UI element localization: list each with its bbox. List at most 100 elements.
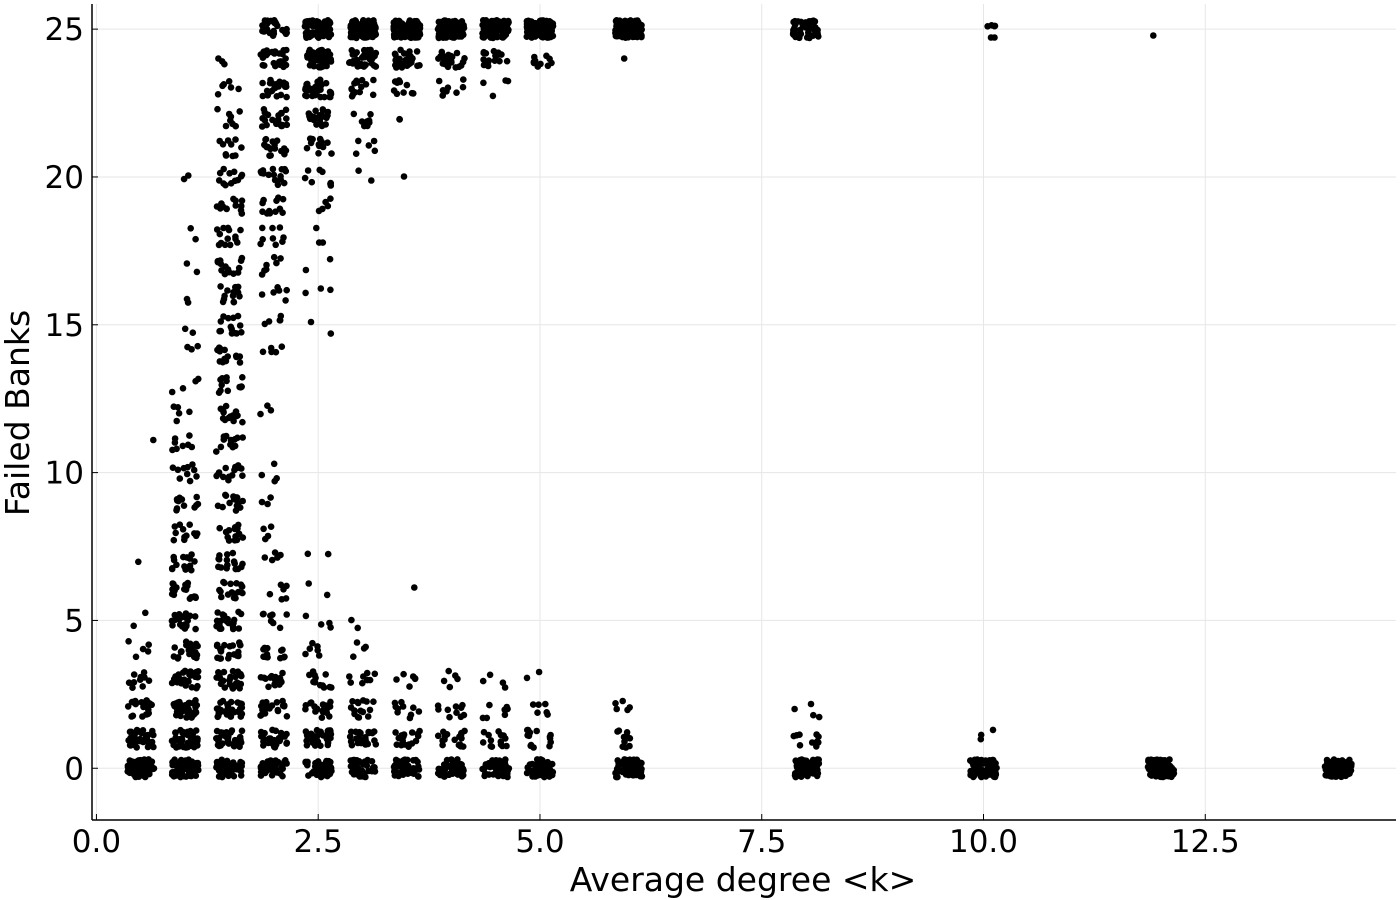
data-point bbox=[325, 727, 332, 734]
data-point bbox=[353, 639, 361, 646]
data-point bbox=[446, 713, 453, 721]
data-point bbox=[140, 669, 148, 676]
data-point bbox=[227, 580, 234, 588]
data-point bbox=[323, 765, 331, 773]
data-point bbox=[263, 51, 270, 59]
data-point bbox=[281, 733, 289, 740]
data-point bbox=[612, 769, 619, 777]
data-point bbox=[279, 772, 286, 780]
data-point bbox=[261, 644, 268, 652]
data-point bbox=[173, 496, 181, 503]
data-point bbox=[215, 767, 223, 774]
data-point bbox=[282, 297, 289, 304]
data-point bbox=[187, 225, 194, 232]
data-point bbox=[228, 770, 235, 777]
data-point bbox=[170, 536, 178, 544]
data-point bbox=[181, 536, 188, 544]
data-point bbox=[410, 90, 417, 97]
data-point bbox=[316, 76, 324, 84]
data-point bbox=[283, 93, 290, 101]
data-point bbox=[391, 31, 398, 39]
data-point bbox=[261, 554, 269, 561]
data-point bbox=[277, 255, 284, 262]
data-point bbox=[480, 49, 488, 57]
data-point bbox=[637, 769, 645, 777]
data-point bbox=[304, 86, 311, 94]
data-point bbox=[235, 608, 242, 616]
data-point bbox=[302, 612, 310, 620]
data-point bbox=[223, 551, 231, 558]
data-point bbox=[807, 700, 815, 708]
data-point bbox=[459, 771, 467, 779]
data-point bbox=[132, 699, 140, 707]
data-point bbox=[221, 355, 228, 363]
data-point bbox=[172, 729, 179, 737]
data-point bbox=[359, 21, 366, 29]
data-point bbox=[220, 668, 228, 676]
data-point bbox=[169, 464, 177, 472]
data-point bbox=[316, 64, 323, 71]
data-point bbox=[186, 408, 193, 416]
data-point bbox=[190, 770, 197, 778]
data-point bbox=[238, 701, 245, 709]
data-point bbox=[179, 442, 187, 450]
data-point bbox=[283, 740, 290, 747]
data-point bbox=[412, 20, 419, 27]
data-point bbox=[263, 651, 271, 658]
data-point bbox=[192, 708, 199, 715]
data-point bbox=[304, 167, 312, 174]
data-point bbox=[989, 770, 997, 777]
data-point bbox=[495, 728, 502, 735]
data-point bbox=[179, 728, 187, 736]
data-point bbox=[185, 172, 192, 179]
data-point bbox=[457, 704, 465, 711]
data-point bbox=[304, 550, 312, 558]
data-point bbox=[619, 697, 626, 705]
data-point bbox=[229, 152, 236, 160]
data-point bbox=[124, 703, 132, 710]
data-point bbox=[1328, 760, 1335, 768]
data-point bbox=[269, 116, 276, 124]
data-point bbox=[460, 21, 467, 29]
data-point bbox=[347, 738, 355, 745]
data-point bbox=[496, 757, 503, 764]
data-point bbox=[410, 704, 417, 711]
data-point bbox=[173, 561, 180, 569]
data-point bbox=[274, 759, 281, 767]
data-point bbox=[317, 47, 325, 54]
data-point bbox=[327, 286, 334, 294]
data-point bbox=[416, 24, 424, 32]
data-point bbox=[358, 76, 366, 84]
data-point bbox=[353, 735, 360, 742]
data-point bbox=[392, 756, 400, 764]
data-point bbox=[233, 330, 240, 337]
data-point bbox=[277, 679, 284, 686]
data-point bbox=[435, 33, 443, 40]
data-point bbox=[371, 764, 378, 771]
data-point bbox=[259, 79, 266, 87]
data-point bbox=[227, 713, 234, 720]
data-point bbox=[523, 674, 531, 682]
data-point bbox=[223, 706, 231, 714]
data-point bbox=[262, 535, 269, 543]
data-point bbox=[803, 767, 811, 775]
data-point bbox=[194, 735, 201, 742]
data-point bbox=[259, 92, 267, 100]
data-point bbox=[303, 144, 311, 152]
data-point bbox=[232, 507, 240, 514]
data-point bbox=[317, 93, 324, 101]
data-point bbox=[416, 727, 423, 735]
data-point bbox=[176, 698, 183, 706]
data-point bbox=[324, 202, 332, 210]
data-point bbox=[193, 530, 201, 537]
data-point bbox=[548, 27, 555, 35]
data-point bbox=[178, 738, 185, 745]
data-point bbox=[398, 29, 405, 36]
data-point bbox=[174, 466, 182, 474]
data-point bbox=[306, 113, 313, 120]
data-point bbox=[502, 756, 509, 763]
data-point bbox=[480, 61, 488, 69]
data-point bbox=[319, 708, 327, 716]
data-point bbox=[141, 757, 149, 765]
data-point bbox=[236, 641, 244, 649]
